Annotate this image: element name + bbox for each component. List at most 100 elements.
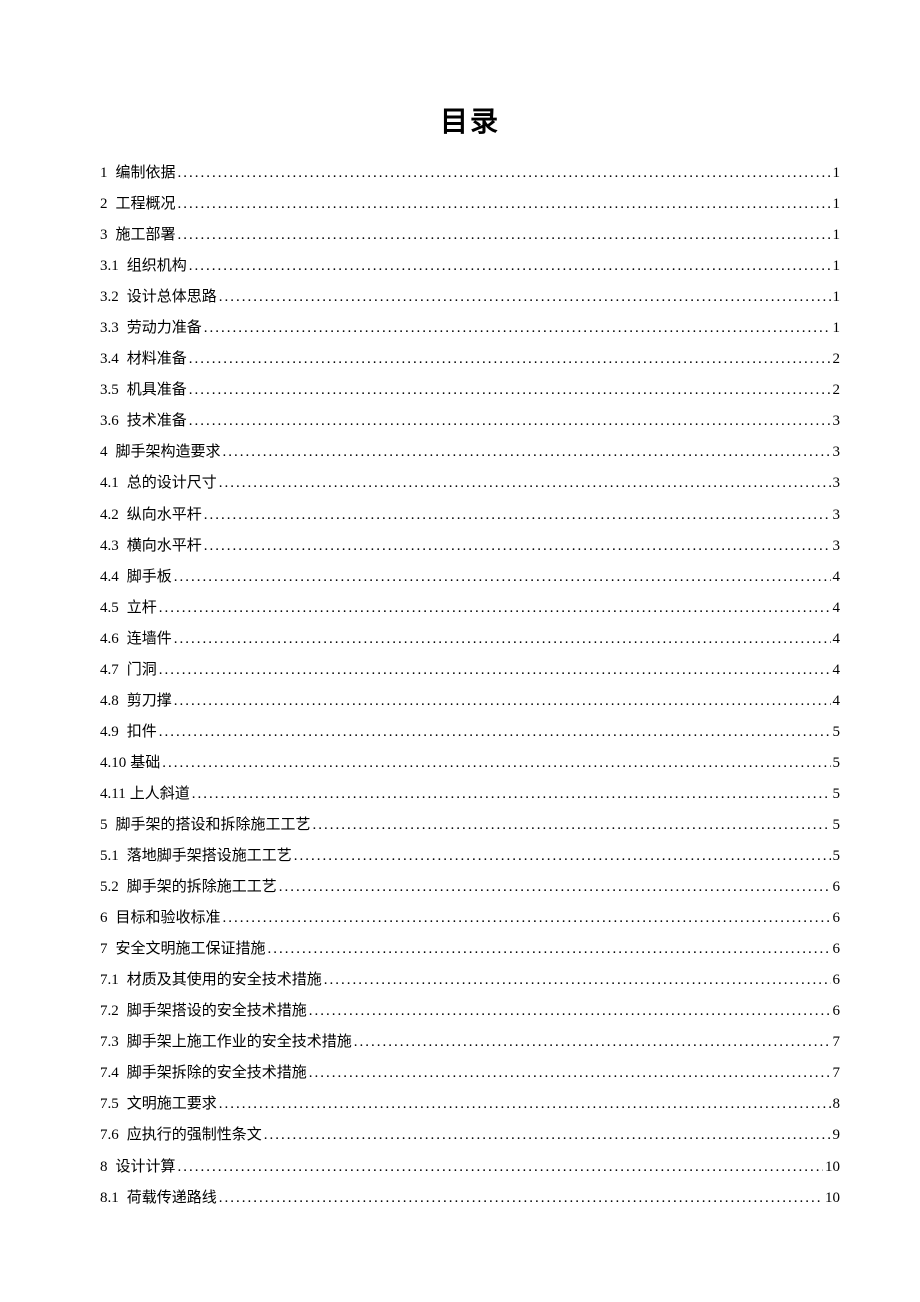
toc-entry: 7.3脚手架上施工作业的安全技术措施7 bbox=[100, 1027, 840, 1058]
toc-entry-text: 技术准备 bbox=[127, 406, 187, 437]
toc-entry: 7安全文明施工保证措施6 bbox=[100, 934, 840, 965]
toc-entry-text: 上人斜道 bbox=[130, 779, 190, 810]
toc-entry-number: 4.10 bbox=[100, 748, 126, 779]
toc-dots bbox=[309, 996, 831, 1027]
toc-entry-page: 2 bbox=[833, 375, 841, 406]
toc-entry: 3施工部署1 bbox=[100, 220, 840, 251]
toc-entry-page: 5 bbox=[833, 810, 841, 841]
toc-entry-text: 荷载传递路线 bbox=[127, 1183, 217, 1214]
toc-entry-number: 4.2 bbox=[100, 500, 119, 531]
toc-dots bbox=[268, 934, 831, 965]
toc-entry-text: 文明施工要求 bbox=[127, 1089, 217, 1120]
toc-entry-number: 7.2 bbox=[100, 996, 119, 1027]
toc-dots bbox=[178, 220, 831, 251]
toc-dots bbox=[309, 1058, 831, 1089]
toc-dots bbox=[178, 189, 831, 220]
toc-entry-text: 工程概况 bbox=[116, 189, 176, 220]
toc-entry-page: 1 bbox=[833, 220, 841, 251]
toc-dots bbox=[219, 1183, 823, 1214]
toc-entry: 5 脚手架的搭设和拆除施工工艺 5 bbox=[100, 810, 840, 841]
toc-entry-number: 4.11 bbox=[100, 779, 126, 810]
toc-entry-text: 目标和验收标准 bbox=[116, 903, 221, 934]
toc-entry: 8设计计算10 bbox=[100, 1152, 840, 1183]
toc-dots bbox=[354, 1027, 831, 1058]
toc-entry-page: 3 bbox=[833, 500, 841, 531]
toc-entry-text: 脚手架的拆除施工工艺 bbox=[127, 872, 277, 903]
toc-dots bbox=[264, 1120, 831, 1151]
toc-entry-number: 8.1 bbox=[100, 1183, 119, 1214]
toc-dots bbox=[192, 779, 831, 810]
toc-entry-text: 脚手架构造要求 bbox=[116, 437, 221, 468]
toc-entry: 4.8剪刀撑4 bbox=[100, 686, 840, 717]
toc-entry-number: 2 bbox=[100, 189, 108, 220]
toc-entry: 4.7 门洞 4 bbox=[100, 655, 840, 686]
toc-entry-number: 3.2 bbox=[100, 282, 119, 313]
toc-entry-text: 机具准备 bbox=[127, 375, 187, 406]
toc-entry-number: 4 bbox=[100, 437, 108, 468]
toc-dots bbox=[174, 686, 831, 717]
toc-entry-number: 6 bbox=[100, 903, 108, 934]
toc-entry-page: 4 bbox=[833, 655, 841, 686]
toc-entry: 4脚手架构造要求3 bbox=[100, 437, 840, 468]
toc-entry: 5.1落地脚手架搭设施工工艺5 bbox=[100, 841, 840, 872]
toc-entry-text: 脚手架上施工作业的安全技术措施 bbox=[127, 1027, 352, 1058]
toc-entry-text: 安全文明施工保证措施 bbox=[116, 934, 266, 965]
toc-entry-number: 4.3 bbox=[100, 531, 119, 562]
toc-entry-page: 5 bbox=[833, 748, 841, 779]
toc-entry-page: 5 bbox=[833, 717, 841, 748]
toc-entry-number: 7.4 bbox=[100, 1058, 119, 1089]
toc-entry-text: 施工部署 bbox=[116, 220, 176, 251]
toc-dots bbox=[178, 1152, 823, 1183]
toc-entry-number: 5 bbox=[100, 810, 108, 841]
toc-list: 1编制依据12工程概况13施工部署13.1组织机构13.2设计总体思路13.3劳… bbox=[100, 158, 840, 1214]
toc-entry: 4.1 总的设计尺寸 3 bbox=[100, 468, 840, 499]
toc-entry-number: 4.6 bbox=[100, 624, 119, 655]
toc-dots bbox=[204, 313, 831, 344]
toc-entry-text: 横向水平杆 bbox=[127, 531, 202, 562]
toc-entry: 4.2纵向水平杆3 bbox=[100, 500, 840, 531]
toc-entry-number: 7.5 bbox=[100, 1089, 119, 1120]
toc-dots bbox=[189, 344, 831, 375]
toc-dots bbox=[189, 375, 831, 406]
toc-dots bbox=[219, 1089, 831, 1120]
toc-entry-text: 门洞 bbox=[127, 655, 157, 686]
toc-entry-page: 8 bbox=[833, 1089, 841, 1120]
toc-entry-page: 10 bbox=[825, 1152, 840, 1183]
toc-entry: 3.5 机具准备 2 bbox=[100, 375, 840, 406]
toc-entry: 7.5 文明施工要求 8 bbox=[100, 1089, 840, 1120]
toc-entry-number: 4.1 bbox=[100, 468, 119, 499]
toc-entry-text: 应执行的强制性条文 bbox=[127, 1120, 262, 1151]
toc-dots bbox=[159, 593, 831, 624]
toc-entry-page: 6 bbox=[833, 996, 841, 1027]
toc-entry-number: 3.5 bbox=[100, 375, 119, 406]
toc-entry-page: 1 bbox=[833, 189, 841, 220]
toc-entry: 4.5立杆4 bbox=[100, 593, 840, 624]
toc-dots bbox=[174, 624, 831, 655]
toc-entry-page: 6 bbox=[833, 872, 841, 903]
toc-entry-number: 5.2 bbox=[100, 872, 119, 903]
toc-entry-page: 3 bbox=[833, 468, 841, 499]
toc-entry: 6目标和验收标准6 bbox=[100, 903, 840, 934]
toc-entry: 5.2 脚手架的拆除施工工艺 6 bbox=[100, 872, 840, 903]
toc-entry-page: 7 bbox=[833, 1027, 841, 1058]
toc-entry-number: 4.7 bbox=[100, 655, 119, 686]
toc-entry-text: 脚手架的搭设和拆除施工工艺 bbox=[116, 810, 311, 841]
toc-entry-page: 5 bbox=[833, 841, 841, 872]
toc-entry-number: 3.3 bbox=[100, 313, 119, 344]
toc-entry-number: 3.1 bbox=[100, 251, 119, 282]
toc-entry-text: 基础 bbox=[130, 748, 160, 779]
toc-entry-number: 7 bbox=[100, 934, 108, 965]
toc-entry: 4.11上人斜道 5 bbox=[100, 779, 840, 810]
toc-entry-page: 1 bbox=[833, 158, 841, 189]
toc-entry-page: 5 bbox=[833, 779, 841, 810]
toc-entry-text: 扣件 bbox=[127, 717, 157, 748]
toc-dots bbox=[204, 500, 831, 531]
toc-dots bbox=[279, 872, 831, 903]
toc-entry-number: 3.4 bbox=[100, 344, 119, 375]
toc-entry-number: 5.1 bbox=[100, 841, 119, 872]
toc-entry: 3.1组织机构1 bbox=[100, 251, 840, 282]
toc-entry-text: 总的设计尺寸 bbox=[127, 468, 217, 499]
toc-entry: 2 工程概况 1 bbox=[100, 189, 840, 220]
toc-dots bbox=[159, 655, 831, 686]
toc-entry: 1编制依据1 bbox=[100, 158, 840, 189]
